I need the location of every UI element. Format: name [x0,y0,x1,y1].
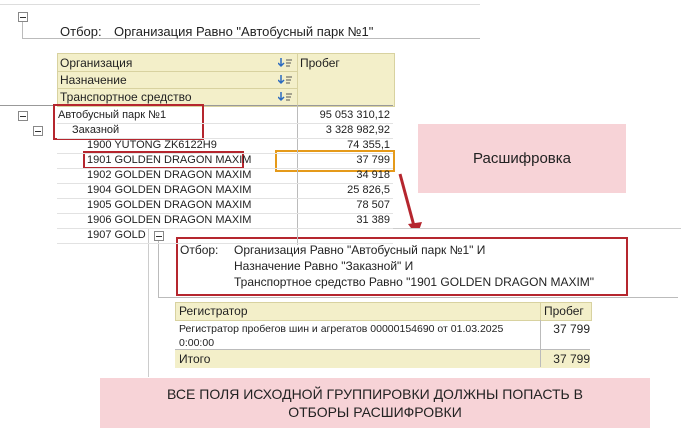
grouping-field: Организация [60,56,133,70]
tree-line [22,38,480,39]
tree-line [158,241,159,297]
row-separator [57,123,393,124]
filter-label: Отбор: [180,243,219,257]
row-value: 3 328 982,92 [325,124,390,136]
grouping-field: Транспортное средство [60,90,192,104]
collapse-toggle[interactable] [154,231,164,241]
row-separator [57,243,393,244]
filter-text: Организация Равно "Автобусный парк №1" [114,24,374,39]
row-separator [57,213,393,214]
row-label: 1906 GOLDEN DRAGON MAXIM [87,214,252,226]
row-separator [57,183,393,184]
row-value: 34 918 [356,169,390,181]
column-header: Регистратор [179,304,248,318]
row-value: 74 355,1 [347,139,390,151]
highlight-box [176,237,628,296]
row-label: 1902 GOLDEN DRAGON MAXIM [87,169,252,181]
collapse-toggle[interactable] [18,12,28,22]
column-header: Пробег [544,304,584,318]
row-label: 1907 GOLD [87,229,146,241]
row-separator [57,168,393,169]
detail-value: 37 799 [553,322,590,336]
grouping-field: Назначение [60,73,127,87]
total-row [175,349,590,368]
row-value: 31 389 [356,214,390,226]
decoding-label: Расшифровка [418,124,626,193]
total-value: 37 799 [553,352,590,366]
tree-line [22,22,23,38]
cell-border [540,320,541,367]
value-header: Пробег [300,56,340,70]
detail-cell: Регистратор пробегов шин и агрегатов 000… [179,323,504,349]
sort-icon[interactable] [278,58,294,68]
row-label: Заказной [72,124,120,136]
highlight-box [53,104,204,140]
highlight-box [275,150,395,172]
panel-border [0,4,480,5]
total-label: Итого [179,352,211,366]
collapse-toggle [18,111,28,121]
row-value: 95 053 310,12 [319,109,390,121]
row-label: 1900 YUTONG ZK6122H9 [87,139,217,151]
sort-icon[interactable] [278,75,294,85]
column-header-cell [540,302,592,321]
grouping-header [57,53,299,107]
row-label: 1905 GOLDEN DRAGON MAXIM [87,199,252,211]
row-separator [57,138,393,139]
row-separator [57,198,393,199]
sort-icon[interactable] [278,92,294,102]
row-label: Автобусный парк №1 [58,109,167,121]
filter-line: Назначение Равно "Заказной" И [234,259,414,273]
tree-line [158,297,678,298]
filter-line: Организация Равно "Автобусный парк №1" И [234,243,486,257]
row-value: 37 799 [356,154,390,166]
note: ВСЕ ПОЛЯ ИСХОДНОЙ ГРУППИРОВКИ ДОЛЖНЫ ПОП… [100,378,650,428]
collapse-toggle [33,126,43,136]
value-column-border [297,105,298,245]
row-separator [57,228,393,229]
row-label: 1904 GOLDEN DRAGON MAXIM [87,184,252,196]
field-separator [57,88,297,89]
value-header-cell [297,53,395,107]
row-value: 25 826,5 [347,184,390,196]
field-separator [57,71,297,72]
filter-label: Отбор: [60,24,102,39]
filter-line: Транспортное средство Равно "1901 GOLDEN… [234,275,595,289]
row-label: 1901 GOLDEN DRAGON MAXIM [87,154,252,166]
row-separator [57,153,393,154]
row-value: 78 507 [356,199,390,211]
